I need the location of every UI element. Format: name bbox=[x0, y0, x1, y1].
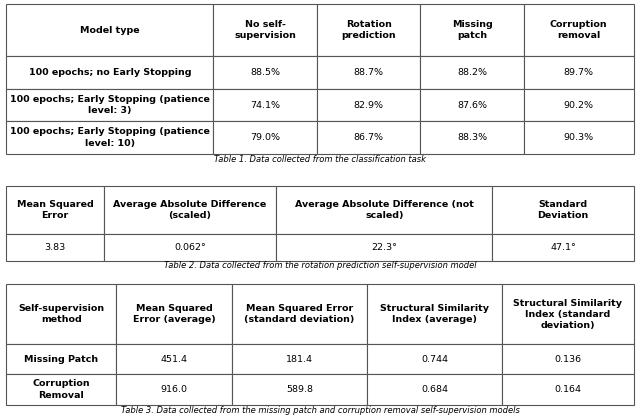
Bar bbox=[502, 284, 634, 344]
Bar bbox=[420, 89, 524, 121]
Bar bbox=[6, 56, 213, 89]
Text: Structural Similarity
Index (standard
deviation): Structural Similarity Index (standard de… bbox=[513, 299, 622, 330]
Bar bbox=[524, 121, 634, 154]
Text: Table 1. Data collected from the classification task: Table 1. Data collected from the classif… bbox=[214, 155, 426, 165]
Text: Average Absolute Difference (not
scaled): Average Absolute Difference (not scaled) bbox=[295, 200, 474, 220]
Bar bbox=[6, 121, 213, 154]
Bar bbox=[317, 56, 420, 89]
Bar bbox=[213, 56, 317, 89]
Text: Missing
patch: Missing patch bbox=[452, 20, 492, 40]
Bar bbox=[502, 375, 634, 404]
Bar bbox=[116, 375, 232, 404]
Text: 0.684: 0.684 bbox=[421, 385, 448, 394]
Text: 3.83: 3.83 bbox=[44, 243, 66, 252]
Bar bbox=[6, 234, 104, 260]
Bar bbox=[524, 4, 634, 56]
Bar bbox=[232, 375, 367, 404]
Bar bbox=[420, 121, 524, 154]
Text: 0.744: 0.744 bbox=[421, 355, 448, 364]
Bar bbox=[493, 234, 634, 260]
Bar bbox=[213, 4, 317, 56]
Text: Missing Patch: Missing Patch bbox=[24, 355, 99, 364]
Bar bbox=[6, 89, 213, 121]
Bar bbox=[502, 344, 634, 375]
Bar bbox=[276, 186, 493, 234]
Bar bbox=[104, 186, 276, 234]
Bar bbox=[104, 234, 276, 260]
Text: 100 epochs; Early Stopping (patience
level: 3): 100 epochs; Early Stopping (patience lev… bbox=[10, 95, 210, 115]
Text: Average Absolute Difference
(scaled): Average Absolute Difference (scaled) bbox=[113, 200, 266, 220]
Text: 0.164: 0.164 bbox=[554, 385, 581, 394]
Text: Mean Squared Error
(standard deviation): Mean Squared Error (standard deviation) bbox=[244, 304, 355, 324]
Bar bbox=[6, 344, 116, 375]
Text: Self-supervision
method: Self-supervision method bbox=[18, 304, 104, 324]
Bar bbox=[367, 284, 502, 344]
Bar bbox=[6, 186, 104, 234]
Bar bbox=[367, 375, 502, 404]
Bar bbox=[232, 344, 367, 375]
Bar bbox=[213, 89, 317, 121]
Text: 589.8: 589.8 bbox=[286, 385, 313, 394]
Text: Mean Squared
Error (average): Mean Squared Error (average) bbox=[133, 304, 216, 324]
Bar bbox=[213, 121, 317, 154]
Text: No self-
supervision: No self- supervision bbox=[234, 20, 296, 40]
Text: 0.062°: 0.062° bbox=[174, 243, 205, 252]
Text: Structural Similarity
Index (average): Structural Similarity Index (average) bbox=[380, 304, 489, 324]
Bar bbox=[232, 284, 367, 344]
Text: Corruption
Removal: Corruption Removal bbox=[33, 379, 90, 399]
Bar bbox=[276, 234, 493, 260]
Bar bbox=[493, 186, 634, 234]
Text: 181.4: 181.4 bbox=[286, 355, 313, 364]
Text: 47.1°: 47.1° bbox=[550, 243, 576, 252]
Text: 451.4: 451.4 bbox=[161, 355, 188, 364]
Bar bbox=[116, 344, 232, 375]
Text: Mean Squared
Error: Mean Squared Error bbox=[17, 200, 93, 220]
Bar bbox=[524, 56, 634, 89]
Text: 0.136: 0.136 bbox=[554, 355, 581, 364]
Bar bbox=[116, 284, 232, 344]
Text: 88.3%: 88.3% bbox=[457, 133, 487, 142]
Text: 89.7%: 89.7% bbox=[564, 68, 594, 77]
Text: Rotation
prediction: Rotation prediction bbox=[341, 20, 396, 40]
Bar bbox=[6, 4, 213, 56]
Text: 74.1%: 74.1% bbox=[250, 100, 280, 110]
Text: Standard
Deviation: Standard Deviation bbox=[538, 200, 589, 220]
Text: 88.5%: 88.5% bbox=[250, 68, 280, 77]
Text: 87.6%: 87.6% bbox=[457, 100, 487, 110]
Text: 88.7%: 88.7% bbox=[354, 68, 383, 77]
Text: 100 epochs; no Early Stopping: 100 epochs; no Early Stopping bbox=[29, 68, 191, 77]
Bar bbox=[317, 4, 420, 56]
Bar bbox=[367, 344, 502, 375]
Bar bbox=[6, 284, 116, 344]
Bar bbox=[317, 121, 420, 154]
Bar bbox=[420, 4, 524, 56]
Text: Corruption
removal: Corruption removal bbox=[550, 20, 607, 40]
Bar bbox=[524, 89, 634, 121]
Text: 79.0%: 79.0% bbox=[250, 133, 280, 142]
Text: 22.3°: 22.3° bbox=[371, 243, 397, 252]
Text: 88.2%: 88.2% bbox=[457, 68, 487, 77]
Text: Table 3. Data collected from the missing patch and corruption removal self-super: Table 3. Data collected from the missing… bbox=[120, 406, 520, 415]
Text: 916.0: 916.0 bbox=[161, 385, 188, 394]
Text: 86.7%: 86.7% bbox=[354, 133, 383, 142]
Bar bbox=[420, 56, 524, 89]
Bar bbox=[317, 89, 420, 121]
Text: 82.9%: 82.9% bbox=[354, 100, 383, 110]
Text: 100 epochs; Early Stopping (patience
level: 10): 100 epochs; Early Stopping (patience lev… bbox=[10, 128, 210, 147]
Text: 90.3%: 90.3% bbox=[564, 133, 594, 142]
Text: Model type: Model type bbox=[80, 26, 140, 35]
Text: Table 2. Data collected from the rotation prediction self-supervision model: Table 2. Data collected from the rotatio… bbox=[164, 261, 476, 270]
Text: 90.2%: 90.2% bbox=[564, 100, 594, 110]
Bar bbox=[6, 375, 116, 404]
